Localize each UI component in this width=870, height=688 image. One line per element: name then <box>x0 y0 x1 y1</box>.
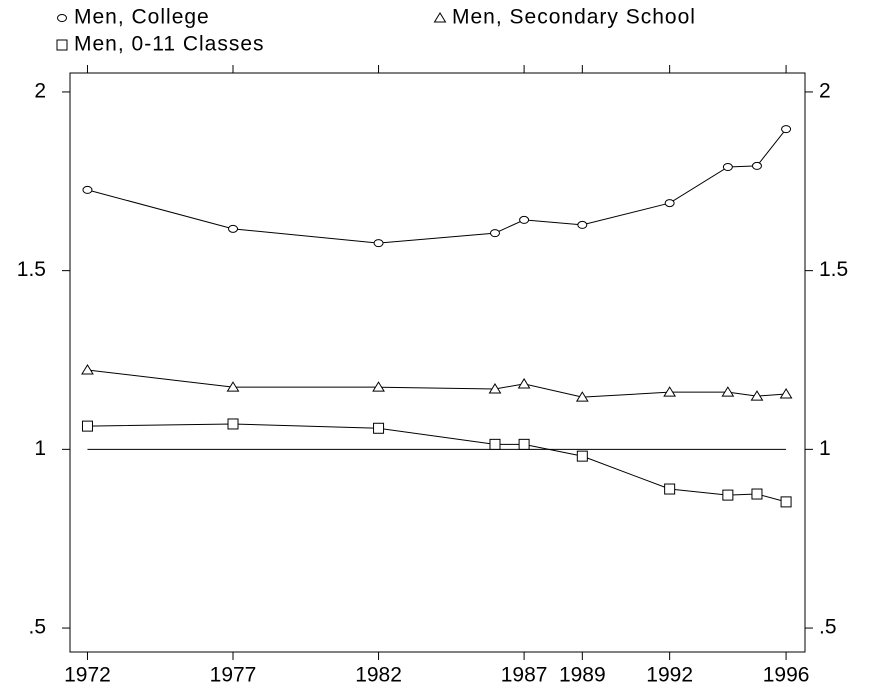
y2-tick-label: 1 <box>819 437 831 460</box>
point <box>373 422 385 434</box>
point <box>489 229 500 238</box>
point <box>781 125 792 134</box>
point <box>721 386 735 397</box>
y-tick-label: 2 <box>34 79 46 102</box>
legend-label: Men, College <box>74 6 210 29</box>
point <box>575 391 589 402</box>
y-tick-label: 1 <box>34 437 46 460</box>
point <box>664 199 675 208</box>
y2-tick-label: 1.5 <box>819 258 848 281</box>
point <box>751 161 762 170</box>
point <box>227 418 239 430</box>
point <box>372 381 385 392</box>
point <box>373 239 384 248</box>
y-tick-label: 1.5 <box>17 258 46 281</box>
point <box>519 215 530 224</box>
point <box>663 386 677 397</box>
y2-tick-label: .5 <box>819 616 837 639</box>
point <box>751 488 763 500</box>
point <box>779 387 793 399</box>
series-line <box>87 423 787 503</box>
point <box>226 381 240 392</box>
legend-marker <box>57 14 67 22</box>
plot-frame <box>69 72 806 653</box>
point <box>489 438 501 450</box>
point <box>82 185 93 194</box>
series-line <box>87 369 787 398</box>
x-tick-label: 1992 <box>646 664 693 687</box>
x-tick-label: 1977 <box>210 664 257 687</box>
x-tick-label: 1996 <box>763 664 810 687</box>
y-tick-label: .5 <box>28 616 46 639</box>
point <box>780 496 792 508</box>
legend-label: Men, 0-11 Classes <box>74 33 265 56</box>
point <box>488 382 502 394</box>
point <box>722 162 733 171</box>
x-tick-label: 1982 <box>355 664 402 687</box>
legend-marker <box>56 39 68 51</box>
point <box>81 420 93 432</box>
legend-label: Men, Secondary School <box>452 6 696 29</box>
point <box>722 489 734 501</box>
point <box>81 364 94 375</box>
point <box>664 483 676 495</box>
point <box>750 390 764 401</box>
point <box>518 438 530 450</box>
point <box>577 220 588 229</box>
x-tick-label: 1989 <box>559 664 606 687</box>
point <box>517 377 531 389</box>
legend-marker <box>433 12 447 23</box>
x-tick-label: 1987 <box>501 664 548 687</box>
point <box>576 450 588 462</box>
x-tick-label: 1972 <box>64 664 111 687</box>
series-line <box>87 128 787 244</box>
point <box>228 224 239 233</box>
y2-tick-label: 2 <box>819 79 831 102</box>
